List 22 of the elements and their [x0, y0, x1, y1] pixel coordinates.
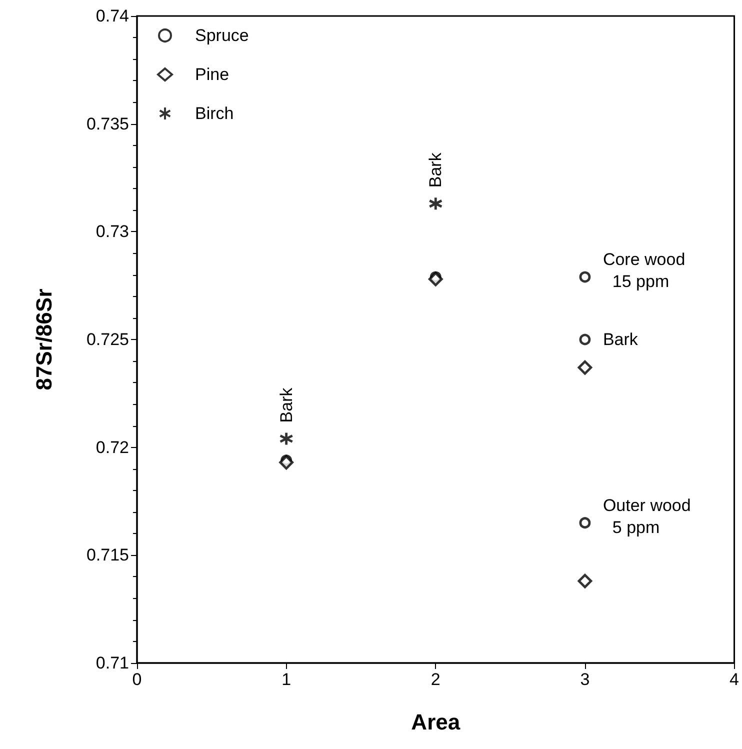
x-tick-label: 1 [282, 670, 292, 689]
annotation: Bark [426, 152, 446, 188]
x-tick-label: 4 [730, 670, 740, 689]
y-axis-title: 87Sr/86Sr [32, 288, 56, 390]
x-tick-label: 2 [430, 670, 440, 689]
x-axis-title: Area [411, 710, 461, 734]
annotation: Bark [602, 330, 638, 349]
x-tick-label: 3 [580, 670, 590, 689]
annotation: Core wood 15 ppm [602, 250, 686, 291]
y-tick-label: 0.74 [96, 6, 129, 26]
legend-label: Pine [195, 65, 230, 84]
y-tick-label: 0.72 [96, 438, 129, 457]
y-tick-label: 0.71 [96, 654, 129, 672]
legend-label: Birch [195, 104, 234, 123]
y-tick-label: 0.73 [96, 222, 129, 242]
y-tick-label: 0.715 [86, 546, 129, 565]
legend-label: Spruce [195, 26, 249, 45]
annotation: Bark [276, 387, 296, 423]
y-tick-label: 0.735 [86, 114, 129, 134]
y-tick-label: 0.725 [86, 330, 129, 349]
x-tick-label: 0 [132, 670, 142, 689]
annotation: Outer wood 5 ppm [602, 496, 691, 537]
